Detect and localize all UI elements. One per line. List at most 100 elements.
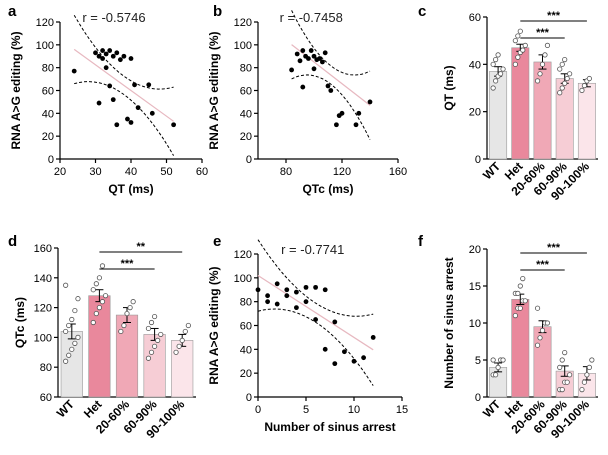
data-point [317,56,322,61]
data-point [559,85,565,91]
data-point [182,328,188,335]
data-point [303,299,309,305]
y-tick-label: 120 [234,249,252,261]
data-point [311,66,317,72]
y-tick-label: 0 [475,392,481,404]
data-point [567,372,573,378]
data-point [145,325,152,332]
data-point [537,71,543,77]
data-point [96,100,102,106]
data-point [99,263,106,269]
significance-label: *** [121,258,135,270]
data-point [99,299,106,305]
data-point [308,48,314,53]
data-point [149,110,155,116]
data-point [103,65,109,71]
data-point [581,379,588,385]
data-point [539,327,546,333]
y-axis-label: RNA A>G editing (%) [9,31,23,149]
x-tick-label: 60 [196,166,208,178]
data-point [110,53,116,59]
data-point [537,335,543,341]
data-point [579,87,585,93]
data-point [313,317,318,322]
data-point [72,307,78,314]
data-point [265,293,270,299]
data-point [544,42,551,49]
correlation-label: r = -0.7458 [280,10,343,25]
data-point [303,284,309,290]
data-point [127,304,133,311]
y-tick-label: 80 [240,63,252,75]
correlation-label: r = -0.5746 [82,10,145,25]
data-point [114,50,120,56]
data-point [155,337,161,343]
data-point [517,305,523,311]
data-point [522,298,528,304]
data-point [534,305,541,311]
data-point [148,349,155,355]
data-point [353,122,359,128]
significance-label: *** [536,259,550,271]
data-point [332,361,338,367]
x-tick-label: 80 [280,166,292,178]
x-axis-label: Number of sinus arrest [264,420,395,434]
y-tick-label: 80 [240,297,252,309]
data-point [255,287,261,293]
y-tick-label: 5 [475,355,481,367]
y-tick-label: 20 [469,244,481,256]
x-tick-label: 120 [333,166,351,178]
data-point [96,304,103,311]
bar [533,61,552,160]
data-point [121,53,127,59]
data-point [125,116,130,122]
data-point [306,56,311,61]
data-point [534,78,541,84]
data-point [500,66,506,72]
data-point [284,293,290,299]
x-tick-label: 30 [89,166,101,178]
ci-lower [74,81,175,156]
data-point [118,328,124,335]
ci-lower [291,74,371,140]
x-tick-label: 160 [389,166,407,178]
data-point [107,48,113,53]
data-point [515,33,521,39]
y-tick-label: 40 [240,344,252,356]
x-axis-label: QTc (ms) [302,182,353,196]
data-point [72,340,78,346]
data-point [544,320,551,326]
panel-e: e 0 20 40 60 80 100 120 0 5 10 15 r = -0.7741 Number … [207,233,408,434]
data-point [145,355,152,361]
data-point [93,310,99,317]
x-tick-label: 40 [125,166,137,178]
bar [115,314,139,398]
data-point [512,61,518,67]
y-tick-label: 60 [240,321,252,333]
data-point [562,80,568,86]
data-point [559,386,565,393]
data-point [367,99,373,105]
data-point [589,357,595,363]
data-point [313,284,318,290]
data-point [351,358,357,364]
data-point [339,110,345,116]
ci-upper [257,239,374,317]
y-tick-label: 0 [246,392,252,404]
y-tick-label: 120 [234,17,252,29]
data-point [562,349,568,356]
panel-letter: d [8,233,17,250]
data-point [522,42,528,49]
data-point [132,82,137,88]
data-point [322,346,328,352]
data-point [356,110,362,116]
data-point [90,287,96,293]
panel-letter: c [418,3,426,20]
data-point [517,283,523,289]
y-tick-label: 100 [36,40,54,52]
y-axis-label: Number of sinus arrest [442,257,456,388]
data-point [586,364,592,370]
y-tick-label: 10 [469,318,481,330]
data-point [121,322,127,329]
data-point [103,51,109,57]
